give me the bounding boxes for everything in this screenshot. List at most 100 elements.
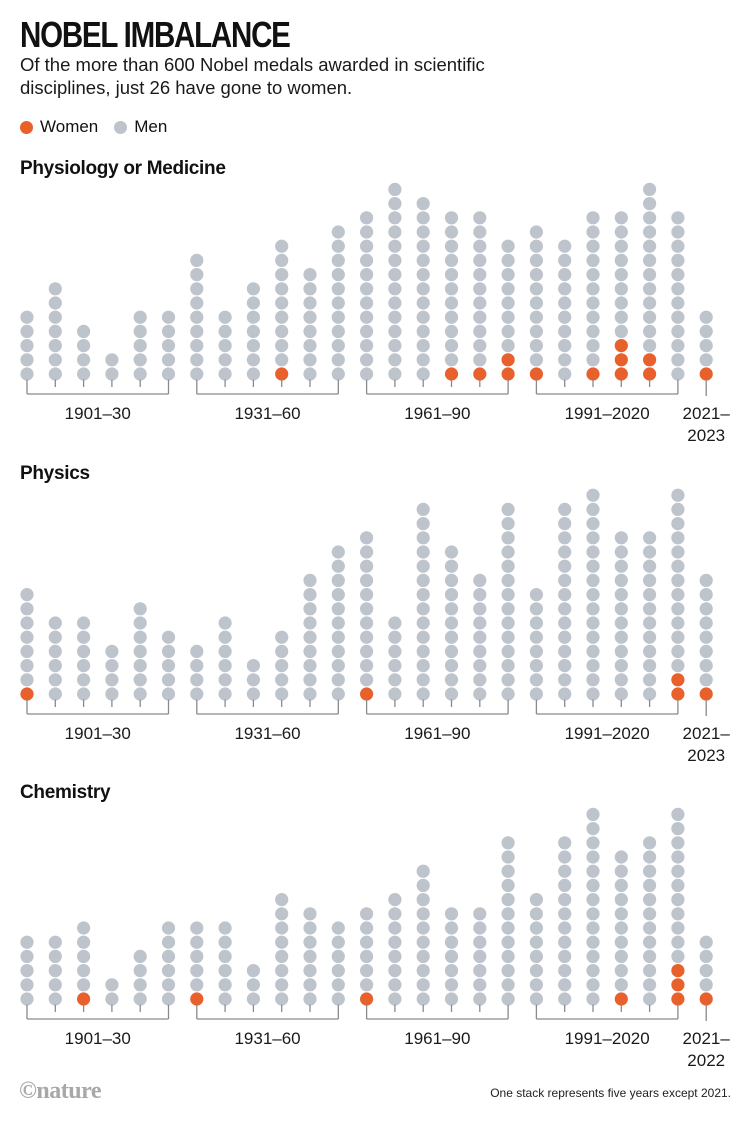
dot-men	[331, 644, 345, 659]
dot-men	[671, 339, 685, 353]
dot-men	[20, 935, 34, 949]
dot-men	[303, 673, 317, 687]
dot-men	[473, 907, 487, 921]
dot-men	[416, 324, 430, 338]
dot-men	[614, 673, 628, 687]
dot-women	[360, 992, 374, 1006]
dot-men	[699, 602, 713, 616]
dot-men	[246, 296, 260, 310]
dot-men	[331, 353, 345, 367]
dot-men	[246, 673, 260, 687]
dot-men	[360, 353, 374, 367]
dot-stack	[699, 310, 713, 381]
dot-men	[331, 588, 345, 602]
dot-men	[331, 239, 345, 253]
dot-stack	[20, 588, 34, 701]
dot-men	[671, 630, 685, 644]
dot-men	[699, 659, 713, 673]
dot-men	[671, 367, 685, 381]
dot-men	[161, 949, 176, 964]
dot-men	[20, 949, 34, 964]
dot-men	[190, 949, 204, 964]
dot-stack	[218, 921, 232, 1006]
dot-stack	[161, 630, 176, 701]
dot-men	[275, 687, 289, 701]
dot-stack	[614, 850, 628, 1006]
dot-men	[586, 488, 600, 502]
dot-stack	[444, 545, 459, 701]
dot-men	[501, 602, 515, 616]
dot-men	[586, 673, 600, 687]
dot-men	[444, 673, 459, 687]
dot-stack	[586, 211, 600, 381]
group-label: 1991–2020	[565, 404, 650, 423]
dot-men	[501, 836, 515, 850]
dot-men	[586, 644, 600, 659]
dot-men	[133, 673, 147, 687]
dot-men	[614, 644, 628, 659]
dot-men	[586, 836, 600, 850]
dot-men	[699, 978, 713, 992]
dot-stack	[671, 807, 685, 1006]
dot-men	[529, 310, 544, 324]
dot-men	[303, 644, 317, 659]
dot-men	[699, 935, 713, 949]
dot-men	[360, 296, 374, 310]
dot-men	[614, 850, 628, 864]
dot-men	[190, 921, 204, 935]
group-label: 2023	[687, 746, 725, 765]
dot-men	[586, 964, 600, 978]
dot-men	[360, 659, 374, 673]
dot-men	[586, 253, 600, 267]
dot-men	[643, 687, 657, 701]
dot-men	[20, 588, 34, 602]
dot-men	[643, 545, 657, 559]
dot-women	[20, 687, 34, 701]
dot-men	[671, 353, 685, 367]
dot-men	[671, 253, 685, 267]
dot-men	[331, 921, 345, 935]
dot-men	[218, 324, 232, 338]
dot-men	[77, 324, 91, 338]
dot-women	[671, 687, 685, 701]
dot-men	[133, 630, 147, 644]
dot-men	[671, 573, 685, 588]
dot-men	[218, 949, 232, 964]
dot-women	[473, 367, 487, 381]
dot-men	[416, 687, 430, 701]
dot-men	[558, 949, 572, 964]
dot-men	[558, 644, 572, 659]
dot-men	[388, 949, 402, 964]
dot-men	[331, 616, 345, 630]
dot-stack	[77, 324, 91, 381]
dot-men	[246, 310, 260, 324]
dot-men	[473, 964, 487, 978]
dot-men	[473, 616, 487, 630]
dot-men	[643, 850, 657, 864]
dot-men	[614, 949, 628, 964]
dot-men	[275, 992, 289, 1006]
dot-men	[388, 182, 402, 196]
dot-stack	[558, 502, 572, 701]
dot-men	[331, 268, 345, 282]
dot-men	[529, 949, 544, 964]
dot-stack	[161, 310, 176, 381]
dot-men	[558, 836, 572, 850]
group-label: 2022	[687, 1051, 725, 1070]
dot-men	[190, 367, 204, 381]
dot-men	[77, 353, 91, 367]
dot-men	[558, 282, 572, 296]
dot-men	[331, 673, 345, 687]
dot-men	[416, 644, 430, 659]
dot-men	[360, 602, 374, 616]
dot-stack	[303, 268, 317, 381]
dot-men	[671, 616, 685, 630]
dot-men	[558, 573, 572, 588]
dot-men	[416, 531, 430, 545]
dot-men	[20, 602, 34, 616]
dot-men	[671, 545, 685, 559]
dot-men	[529, 893, 544, 907]
dot-men	[20, 324, 34, 338]
dot-men	[360, 630, 374, 644]
dot-women	[643, 353, 657, 367]
